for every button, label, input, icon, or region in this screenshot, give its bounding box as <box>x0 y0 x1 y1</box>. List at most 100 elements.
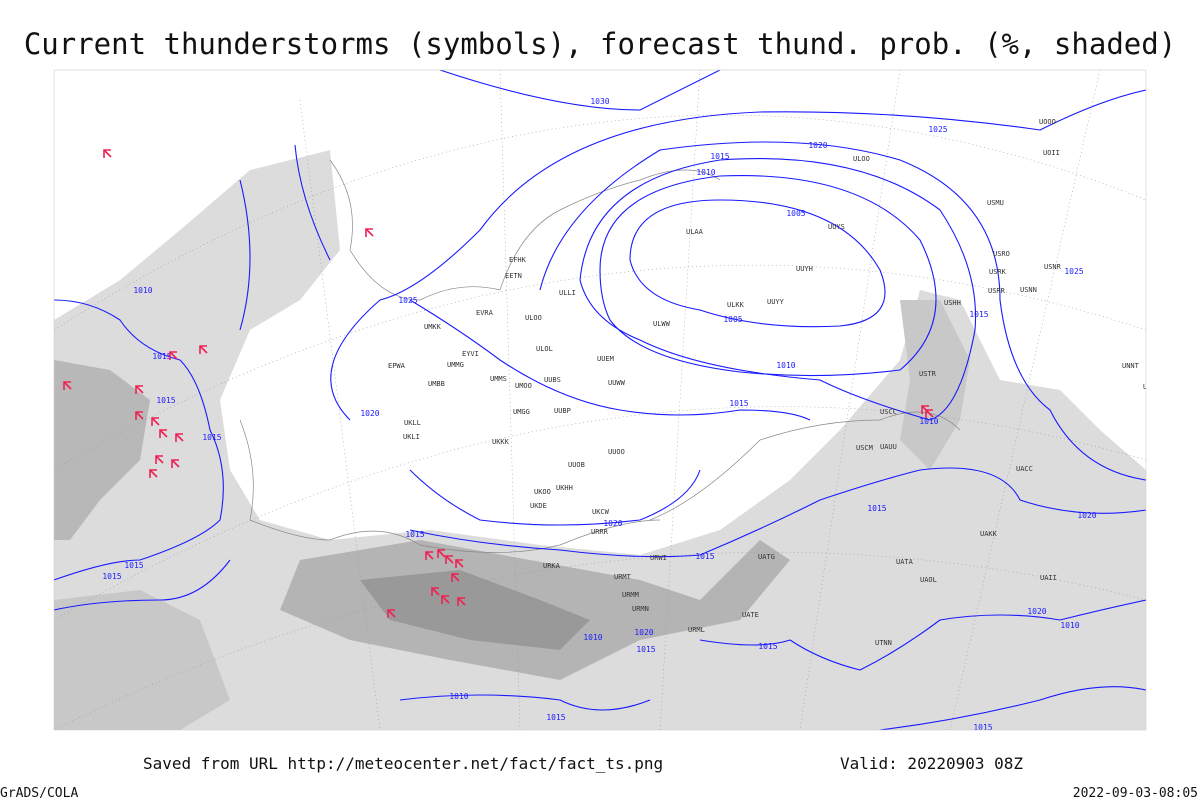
station-code: UAKK <box>980 530 998 538</box>
thunderstorm-symbol <box>451 573 460 582</box>
thunderstorm-symbol <box>457 597 466 606</box>
thunderstorm-symbol <box>387 609 396 618</box>
station-code: ULKK <box>727 301 745 309</box>
isobar-label: 1015 <box>729 399 748 408</box>
station-code: UUOO <box>608 448 625 456</box>
station-code: UKDE <box>530 502 547 510</box>
isobar-label: 1025 <box>398 296 417 305</box>
isobar-label: 1015 <box>710 152 729 161</box>
station-code: UUOB <box>568 461 585 469</box>
station-code: USTR <box>919 370 937 378</box>
station-code: UKKK <box>492 438 510 446</box>
station-code: URKA <box>543 562 561 570</box>
station-code: UTNN <box>875 639 892 647</box>
unshaded-corner <box>54 70 500 320</box>
isobars <box>54 70 1146 730</box>
station-code: ULWW <box>653 320 671 328</box>
isobar-label: 1020 <box>1027 607 1046 616</box>
station-code: UKOO <box>534 488 551 496</box>
station-code: UUYH <box>796 265 813 273</box>
valid-time: Valid: 20220903 08Z <box>840 754 1023 773</box>
isobar-label: 1025 <box>1064 267 1083 276</box>
source-url: Saved from URL http://meteocenter.net/fa… <box>143 754 663 773</box>
station-code: UACC <box>1016 465 1033 473</box>
isobar-label: 1015 <box>969 310 988 319</box>
isobar-label: 1010 <box>776 361 795 370</box>
station-code: UNBB <box>1143 383 1160 391</box>
thunderstorm-symbol <box>425 551 434 560</box>
station-code: USNN <box>1020 286 1037 294</box>
shade-medium <box>54 360 150 540</box>
isobar-label: 1030 <box>590 97 609 106</box>
thunderstorm-symbol <box>925 409 934 418</box>
shade-medium <box>900 300 970 470</box>
isobar-label: 1020 <box>603 519 622 528</box>
station-code: UOII <box>1043 149 1060 157</box>
map-frame <box>53 69 1147 731</box>
isobar-label: 1005 <box>786 209 805 218</box>
isobar-label: 1020 <box>360 409 379 418</box>
isobar-label: 1020 <box>1077 511 1096 520</box>
station-code: UKLI <box>403 433 420 441</box>
station-code: USMU <box>987 199 1004 207</box>
isobar-label: 1005 <box>723 315 742 324</box>
thunderstorm-symbol <box>169 351 178 360</box>
station-code: UAUU <box>880 443 897 451</box>
station-code: UMMG <box>447 361 464 369</box>
credit: GrADS/COLA <box>0 786 78 800</box>
station-code: URWI <box>650 554 667 562</box>
isobar-label: 1015 <box>758 642 777 651</box>
station-code: ULOL <box>536 345 553 353</box>
isobar-label: 1010 <box>919 417 938 426</box>
map-title: Current thunderstorms (symbols), forecas… <box>24 27 1176 61</box>
isobar-label: 1025 <box>928 125 947 134</box>
station-code: EYVI <box>462 350 479 358</box>
station-code: UMBB <box>428 380 445 388</box>
station-code: USCM <box>856 444 873 452</box>
station-code: UNNT <box>1122 362 1140 370</box>
thunderstorm-symbol <box>103 149 112 158</box>
station-code: URMN <box>632 605 649 613</box>
station-code: USRO <box>993 250 1010 258</box>
isobar-label: 1010 <box>449 692 468 701</box>
isobar-label: 1015 <box>156 396 175 405</box>
isobar-label: 1015 <box>202 433 221 442</box>
station-code: UKHH <box>556 484 573 492</box>
thunderstorm-symbol <box>199 345 208 354</box>
thunderstorm-symbol <box>441 595 450 604</box>
isobar-label: 1020 <box>634 628 653 637</box>
thunderstorm-symbol <box>135 385 144 394</box>
isobar-label: 1015 <box>152 352 171 361</box>
station-code: USCC <box>880 408 897 416</box>
station-code: UUWW <box>608 379 626 387</box>
thunderstorm-symbol <box>445 555 454 564</box>
station-code: UATG <box>758 553 775 561</box>
thunderstorm-symbol <box>63 381 72 390</box>
thunderstorm-symbol <box>155 455 164 464</box>
map-area: ULAA UUYY UUYH ULKK ULWW UUYS ULOO UOOO UOII USMU… <box>54 70 1160 730</box>
coastlines <box>239 159 961 553</box>
thunderstorm-symbol <box>135 411 144 420</box>
isobar-label: 1010 <box>133 286 152 295</box>
thunderstorm-symbols <box>63 149 934 618</box>
station-code: URML <box>688 626 705 634</box>
isobar-labels: 1030 1025 1020 1015 1010 1005 1005 1010 1015 1010… <box>102 97 1096 730</box>
station-code: URMM <box>622 591 639 599</box>
graticule <box>54 70 1146 730</box>
station-code: UATE <box>742 611 759 619</box>
station-code: EETN <box>505 272 522 280</box>
shade-dark <box>360 570 590 650</box>
station-code: UMKK <box>424 323 442 331</box>
station-code: UUYY <box>767 298 785 306</box>
station-code: UKLL <box>404 419 421 427</box>
isobar-label: 1015 <box>636 645 655 654</box>
shade-medium <box>54 590 230 730</box>
station-code: UOOO <box>1039 118 1056 126</box>
isobar-label: 1015 <box>405 530 424 539</box>
station-code: ULOO <box>525 314 542 322</box>
station-code: UAOL <box>920 576 937 584</box>
station-code: UMGG <box>513 408 530 416</box>
isobar-label: 1015 <box>124 561 143 570</box>
isobar-label: 1015 <box>546 713 565 722</box>
